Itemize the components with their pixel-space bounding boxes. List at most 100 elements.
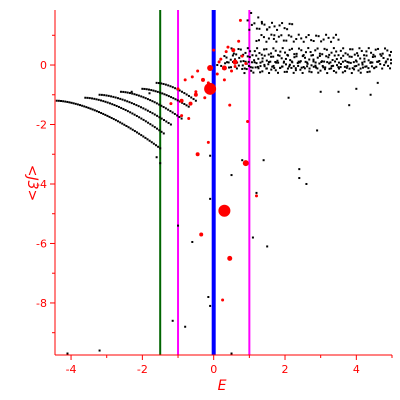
black-band-point <box>265 48 268 51</box>
black-band-point <box>337 67 340 70</box>
black-band-point <box>332 64 335 67</box>
black-branch-point <box>70 101 73 104</box>
black-branch-point <box>153 113 156 116</box>
black-scatter-point <box>257 16 260 19</box>
black-branch-point <box>119 97 122 100</box>
red-point <box>179 98 184 103</box>
red-point <box>190 75 194 79</box>
black-scatter-point <box>191 240 194 243</box>
black-branch-point <box>165 120 168 123</box>
black-branch-point <box>143 87 146 90</box>
black-band-point <box>382 57 385 60</box>
black-band-point <box>265 40 268 43</box>
black-branch-point <box>148 139 151 142</box>
red-point <box>218 204 231 217</box>
black-band-point <box>316 67 319 70</box>
black-band-point <box>314 49 317 52</box>
black-branch-point <box>146 138 149 141</box>
black-band-point <box>278 54 281 57</box>
black-band-point <box>306 62 309 65</box>
red-point <box>226 45 230 49</box>
x-tick-label: -2 <box>137 363 148 376</box>
black-branch-point <box>180 117 183 120</box>
black-band-point <box>307 34 310 37</box>
red-point <box>203 96 207 100</box>
black-band-point <box>326 61 329 64</box>
black-band-point <box>254 66 257 69</box>
black-band-point <box>231 54 234 57</box>
black-branch-point <box>139 106 142 109</box>
black-band-point <box>337 61 340 64</box>
black-band-point <box>379 53 382 56</box>
black-branch-point <box>162 119 165 122</box>
black-band-point <box>244 51 247 54</box>
black-band-point <box>286 67 289 70</box>
black-band-point <box>257 39 260 42</box>
black-band-point <box>327 56 330 59</box>
red-point <box>224 50 228 54</box>
x-axis-title: E <box>218 378 227 394</box>
black-branch-point <box>137 94 140 97</box>
black-band-point <box>342 54 345 57</box>
black-scatter-point <box>130 90 133 93</box>
black-branch-point <box>103 94 106 97</box>
black-band-point <box>377 60 380 63</box>
y-tick-label: -6 <box>36 237 47 250</box>
black-branch-point <box>85 106 88 109</box>
black-band-point <box>389 67 392 70</box>
black-band-point <box>370 65 373 68</box>
black-branch-point <box>181 101 184 104</box>
black-branch-point <box>167 84 170 87</box>
black-branch-point <box>160 104 163 107</box>
black-band-point <box>267 37 270 40</box>
black-band-point <box>339 49 342 52</box>
red-point <box>206 81 210 85</box>
black-band-point <box>251 66 254 69</box>
black-band-point <box>315 34 318 37</box>
black-band-point <box>363 57 366 60</box>
black-band-point <box>246 55 249 58</box>
black-band-point <box>295 38 298 41</box>
black-band-point <box>314 64 317 67</box>
black-band-point <box>331 59 334 62</box>
black-band-point <box>353 68 356 71</box>
black-band-point <box>328 53 331 56</box>
black-branch-point <box>126 100 129 103</box>
black-branch-point <box>187 94 190 97</box>
black-band-point <box>351 48 354 51</box>
black-band-point <box>304 56 307 59</box>
black-band-point <box>323 47 326 50</box>
black-band-point <box>322 38 325 41</box>
black-branch-point <box>119 121 122 124</box>
black-band-point <box>294 69 297 72</box>
black-band-point <box>245 68 248 71</box>
black-branch-point <box>162 132 165 135</box>
black-branch-point <box>170 96 173 99</box>
black-branch-point <box>102 112 105 115</box>
black-band-point <box>365 65 368 68</box>
red-point <box>237 39 241 43</box>
black-branch-point <box>64 100 67 103</box>
y-tick-label: -2 <box>36 119 47 132</box>
red-point <box>207 64 214 71</box>
black-band-point <box>297 47 300 50</box>
black-band-point <box>248 56 251 59</box>
black-band-point <box>281 47 284 50</box>
black-branch-point <box>147 121 150 124</box>
black-band-point <box>390 50 392 53</box>
black-band-point <box>330 67 333 70</box>
black-band-point <box>365 54 368 57</box>
black-band-point <box>306 61 309 64</box>
black-band-point <box>304 51 307 54</box>
black-band-point <box>276 28 279 31</box>
black-band-point <box>305 36 308 39</box>
y-tick-label: 0 <box>40 59 47 72</box>
black-branch-point <box>149 99 152 102</box>
red-point <box>206 140 210 144</box>
red-point <box>194 90 198 94</box>
black-band-point <box>250 23 253 26</box>
black-band-point <box>353 53 356 56</box>
black-scatter-point <box>319 90 322 93</box>
black-branch-point <box>151 112 154 115</box>
black-scatter-point <box>209 197 212 200</box>
